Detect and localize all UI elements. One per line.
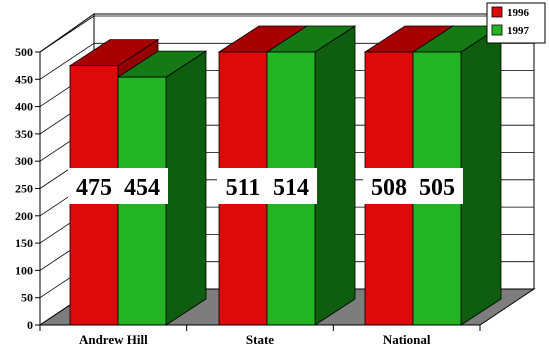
bar-1997-state (265, 25, 357, 326)
bar-side (314, 25, 356, 326)
y-tick-label: 450 (15, 72, 33, 86)
y-tick-label: 100 (15, 263, 33, 277)
x-tick-label: Andrew Hill (79, 332, 148, 347)
data-label-box (217, 168, 317, 204)
y-tick-label: 50 (21, 291, 33, 305)
data-label: 511 (226, 175, 261, 201)
data-label: 505 (419, 175, 455, 201)
y-tick-label: 150 (15, 236, 33, 250)
data-labels: 475 454 511 514 508 505 (68, 168, 463, 204)
y-axis: 0 50 100 150 200 250 300 350 400 450 500 (15, 45, 41, 332)
y-tick-label: 250 (15, 182, 33, 196)
data-label: 475 (76, 175, 112, 201)
bar-side (460, 25, 502, 326)
data-label: 508 (371, 175, 407, 201)
y-tick-label: 300 (15, 154, 33, 168)
x-axis: Andrew Hill State National (39, 324, 481, 347)
legend-swatch (491, 24, 503, 36)
gridline-side (39, 42, 95, 80)
y-tick-label: 200 (15, 209, 33, 223)
x-tick-label: State (246, 332, 274, 347)
bar-side (165, 50, 207, 326)
x-tick-label: National (383, 332, 431, 347)
legend: 1996 1997 (486, 2, 546, 44)
gridline-side (39, 15, 95, 53)
legend-swatch (491, 6, 503, 18)
legend-label: 1997 (507, 25, 530, 37)
y-tick-label: 350 (15, 127, 33, 141)
y-tick-label: 500 (15, 45, 33, 59)
y-tick-label: 400 (15, 100, 33, 114)
data-label: 514 (273, 175, 309, 201)
y-tick-label: 0 (27, 318, 33, 332)
data-label-box (363, 168, 463, 204)
legend-label: 1996 (507, 7, 530, 19)
data-label-box (68, 168, 168, 204)
data-label: 454 (124, 175, 160, 201)
